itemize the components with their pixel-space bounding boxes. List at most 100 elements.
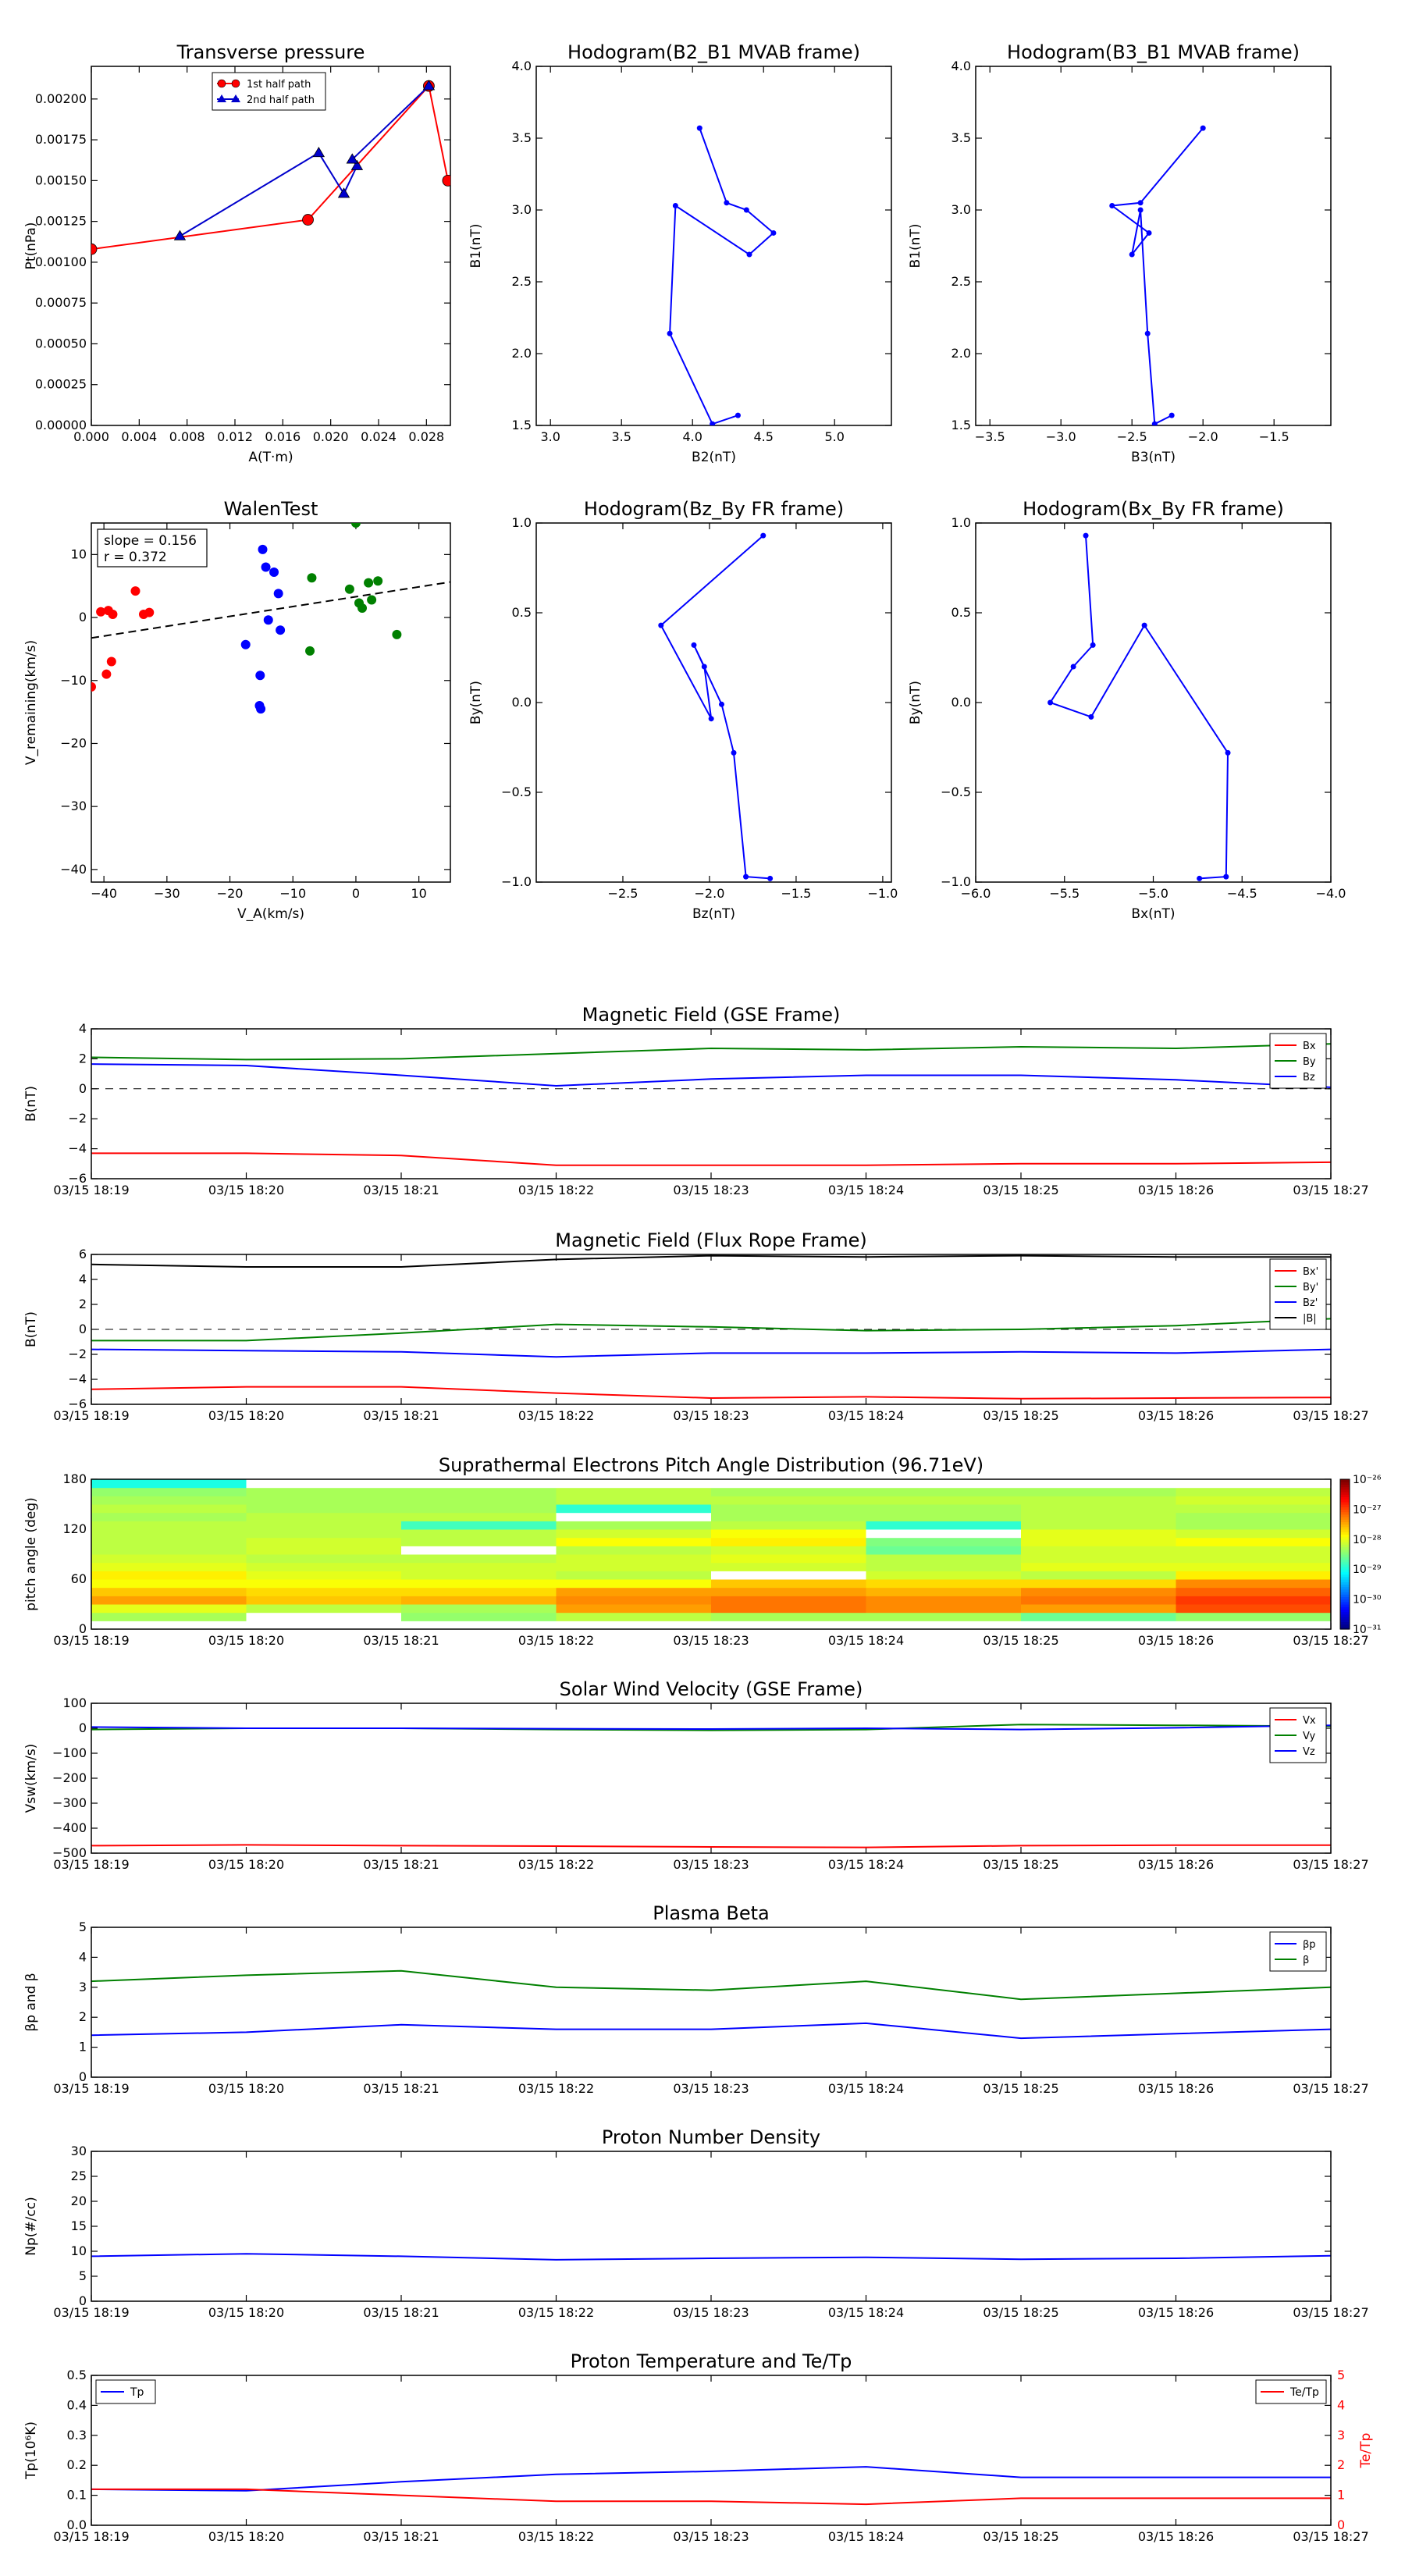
hodogram-bx-by-point bbox=[1090, 642, 1096, 648]
pad-colorbar-step bbox=[1340, 1484, 1350, 1488]
pad-cell bbox=[246, 1512, 402, 1521]
tp-legend-left-label: Tp bbox=[130, 2386, 144, 2399]
transverse-pressure-legend-marker bbox=[231, 94, 240, 102]
vsw-xtick-label: 03/15 18:19 bbox=[53, 1857, 129, 1872]
pad-cell bbox=[401, 1596, 557, 1605]
pad-cell bbox=[866, 1562, 1022, 1571]
mag-fr-xtick-label: 03/15 18:20 bbox=[208, 1408, 284, 1423]
hodogram-b3-b1-ylabel: B1(nT) bbox=[908, 224, 923, 269]
walen-test-point bbox=[367, 595, 377, 605]
pad-xtick-label: 03/15 18:27 bbox=[1293, 1633, 1368, 1648]
hodogram-b2-b1-point bbox=[710, 421, 716, 425]
pad-cell bbox=[401, 1479, 557, 1489]
pad-cell bbox=[556, 1496, 712, 1505]
hodogram-b2-b1-point bbox=[696, 125, 702, 131]
pad-cell bbox=[866, 1496, 1022, 1505]
pad-colorbar-step bbox=[1340, 1509, 1350, 1513]
walen-test-point bbox=[261, 562, 271, 572]
pad-cell bbox=[1021, 1512, 1176, 1521]
pad-colorbar-label: 10⁻²⁸ bbox=[1353, 1534, 1382, 1546]
walen-test-point bbox=[130, 586, 140, 596]
transverse-pressure-series-line bbox=[91, 84, 449, 251]
pad-cell bbox=[401, 1604, 557, 1614]
hodogram-b2-b1-xtick-label: 3.5 bbox=[611, 429, 631, 444]
pad-colorbar-step bbox=[1340, 1544, 1350, 1547]
pad-xtick-label: 03/15 18:22 bbox=[518, 1633, 594, 1648]
walen-test-point bbox=[273, 589, 283, 599]
hodogram-bx-by-point bbox=[1141, 622, 1147, 628]
pad-colorbar-step bbox=[1340, 1606, 1350, 1610]
pad-cell bbox=[711, 1529, 866, 1539]
pad-xtick-label: 03/15 18:21 bbox=[363, 1633, 439, 1648]
beta-ytick-label: 0 bbox=[79, 2069, 87, 2084]
pad-colorbar-step bbox=[1340, 1499, 1350, 1503]
hodogram-b2-b1-point bbox=[724, 200, 730, 206]
pad-cell bbox=[401, 1512, 557, 1521]
pad-colorbar-step bbox=[1340, 1579, 1350, 1582]
pad-ytick-label: 120 bbox=[62, 1521, 87, 1536]
np-series-line bbox=[91, 2253, 1331, 2261]
transverse-pressure-title: Transverse pressure bbox=[176, 41, 365, 63]
transverse-pressure-panel: Transverse pressure 0.000 0.004 0.008 0.012 0… bbox=[23, 41, 451, 465]
pad-colorbar-step bbox=[1340, 1617, 1350, 1620]
mag-gse-ytick-label: −4 bbox=[68, 1141, 87, 1156]
pad-cell bbox=[401, 1612, 557, 1621]
pad-cell bbox=[866, 1504, 1022, 1514]
mag-fr-xtick-label: 03/15 18:21 bbox=[363, 1408, 439, 1423]
walen-test-point bbox=[269, 567, 279, 577]
pad-cell bbox=[246, 1546, 402, 1555]
tp-ytick-label: 0.2 bbox=[67, 2457, 87, 2472]
vsw-series-Vz bbox=[91, 1724, 1331, 1731]
pad-cell bbox=[91, 1562, 247, 1571]
beta-xtick-label: 03/15 18:21 bbox=[363, 2081, 439, 2096]
pad-cell bbox=[711, 1612, 866, 1621]
tp-title: Proton Temperature and Te/Tp bbox=[571, 2350, 852, 2372]
hodogram-b2-b1-ytick-label: 2.0 bbox=[512, 346, 532, 361]
beta-legend bbox=[1269, 1931, 1327, 1972]
pad-colorbar-step bbox=[1340, 1482, 1350, 1485]
pad-cell bbox=[1176, 1504, 1331, 1514]
pad-colorbar-step bbox=[1340, 1517, 1350, 1520]
tp-xtick-label: 03/15 18:23 bbox=[673, 2529, 749, 2544]
hodogram-bz-by-ylabel: By(nT) bbox=[468, 681, 484, 724]
pad-cell bbox=[401, 1487, 557, 1496]
pad-cell bbox=[556, 1571, 712, 1580]
mag-fr-xtick-label: 03/15 18:24 bbox=[828, 1408, 904, 1423]
pad-cell bbox=[1021, 1604, 1176, 1614]
pad-cell bbox=[556, 1529, 712, 1539]
walen-test-point bbox=[255, 671, 265, 681]
walen-test-point bbox=[254, 701, 265, 711]
beta-panel: Plasma Beta 03/15 18:19 03/15 18:20 03/15 1… bbox=[23, 1902, 1369, 2096]
pad-colorbar-step bbox=[1340, 1501, 1350, 1505]
hodogram-b2-b1-xtick-label: 4.5 bbox=[753, 429, 773, 444]
tp-series-Te/Tp bbox=[91, 2488, 1331, 2506]
walen-test-point bbox=[307, 573, 317, 583]
beta-series-βp bbox=[91, 2022, 1331, 2040]
mag-fr-legend-label: Bx' bbox=[1303, 1266, 1318, 1278]
mag-gse-xtick-label: 03/15 18:24 bbox=[828, 1183, 904, 1197]
pad-colorbar-step bbox=[1340, 1582, 1350, 1585]
np-panel: Proton Number Density 03/15 18:19 03/15 18… bbox=[23, 2126, 1369, 2320]
mag-gse-xtick-label: 03/15 18:19 bbox=[53, 1183, 129, 1197]
hodogram-b3-b1-xtick-label: −1.5 bbox=[1259, 429, 1289, 444]
vsw-ytick-label: −200 bbox=[52, 1770, 87, 1785]
pad-cell bbox=[1021, 1587, 1176, 1596]
transverse-pressure-legend-marker bbox=[217, 94, 226, 102]
mag-fr-xtick-label: 03/15 18:19 bbox=[53, 1408, 129, 1423]
pad-cell bbox=[711, 1512, 866, 1521]
walen-test-xtick-label: −30 bbox=[154, 886, 180, 901]
transverse-pressure-legend-label: 1st half path bbox=[247, 79, 311, 91]
hodogram-b3-b1-plot-area bbox=[1109, 125, 1206, 425]
hodogram-b3-b1-xtick-label: −3.0 bbox=[1046, 429, 1076, 444]
mag-gse-ytick-label: −2 bbox=[68, 1111, 87, 1126]
walen-test-point bbox=[91, 681, 96, 692]
hodogram-b2-b1-point bbox=[746, 251, 752, 258]
pad-cell bbox=[401, 1562, 557, 1571]
pad-colorbar-step bbox=[1340, 1507, 1350, 1510]
pad-xtick-label: 03/15 18:20 bbox=[208, 1633, 284, 1648]
pad-cell bbox=[1021, 1612, 1176, 1621]
hodogram-bx-by-title: Hodogram(Bx_By FR frame) bbox=[1023, 498, 1284, 520]
pad-cell bbox=[91, 1546, 247, 1555]
